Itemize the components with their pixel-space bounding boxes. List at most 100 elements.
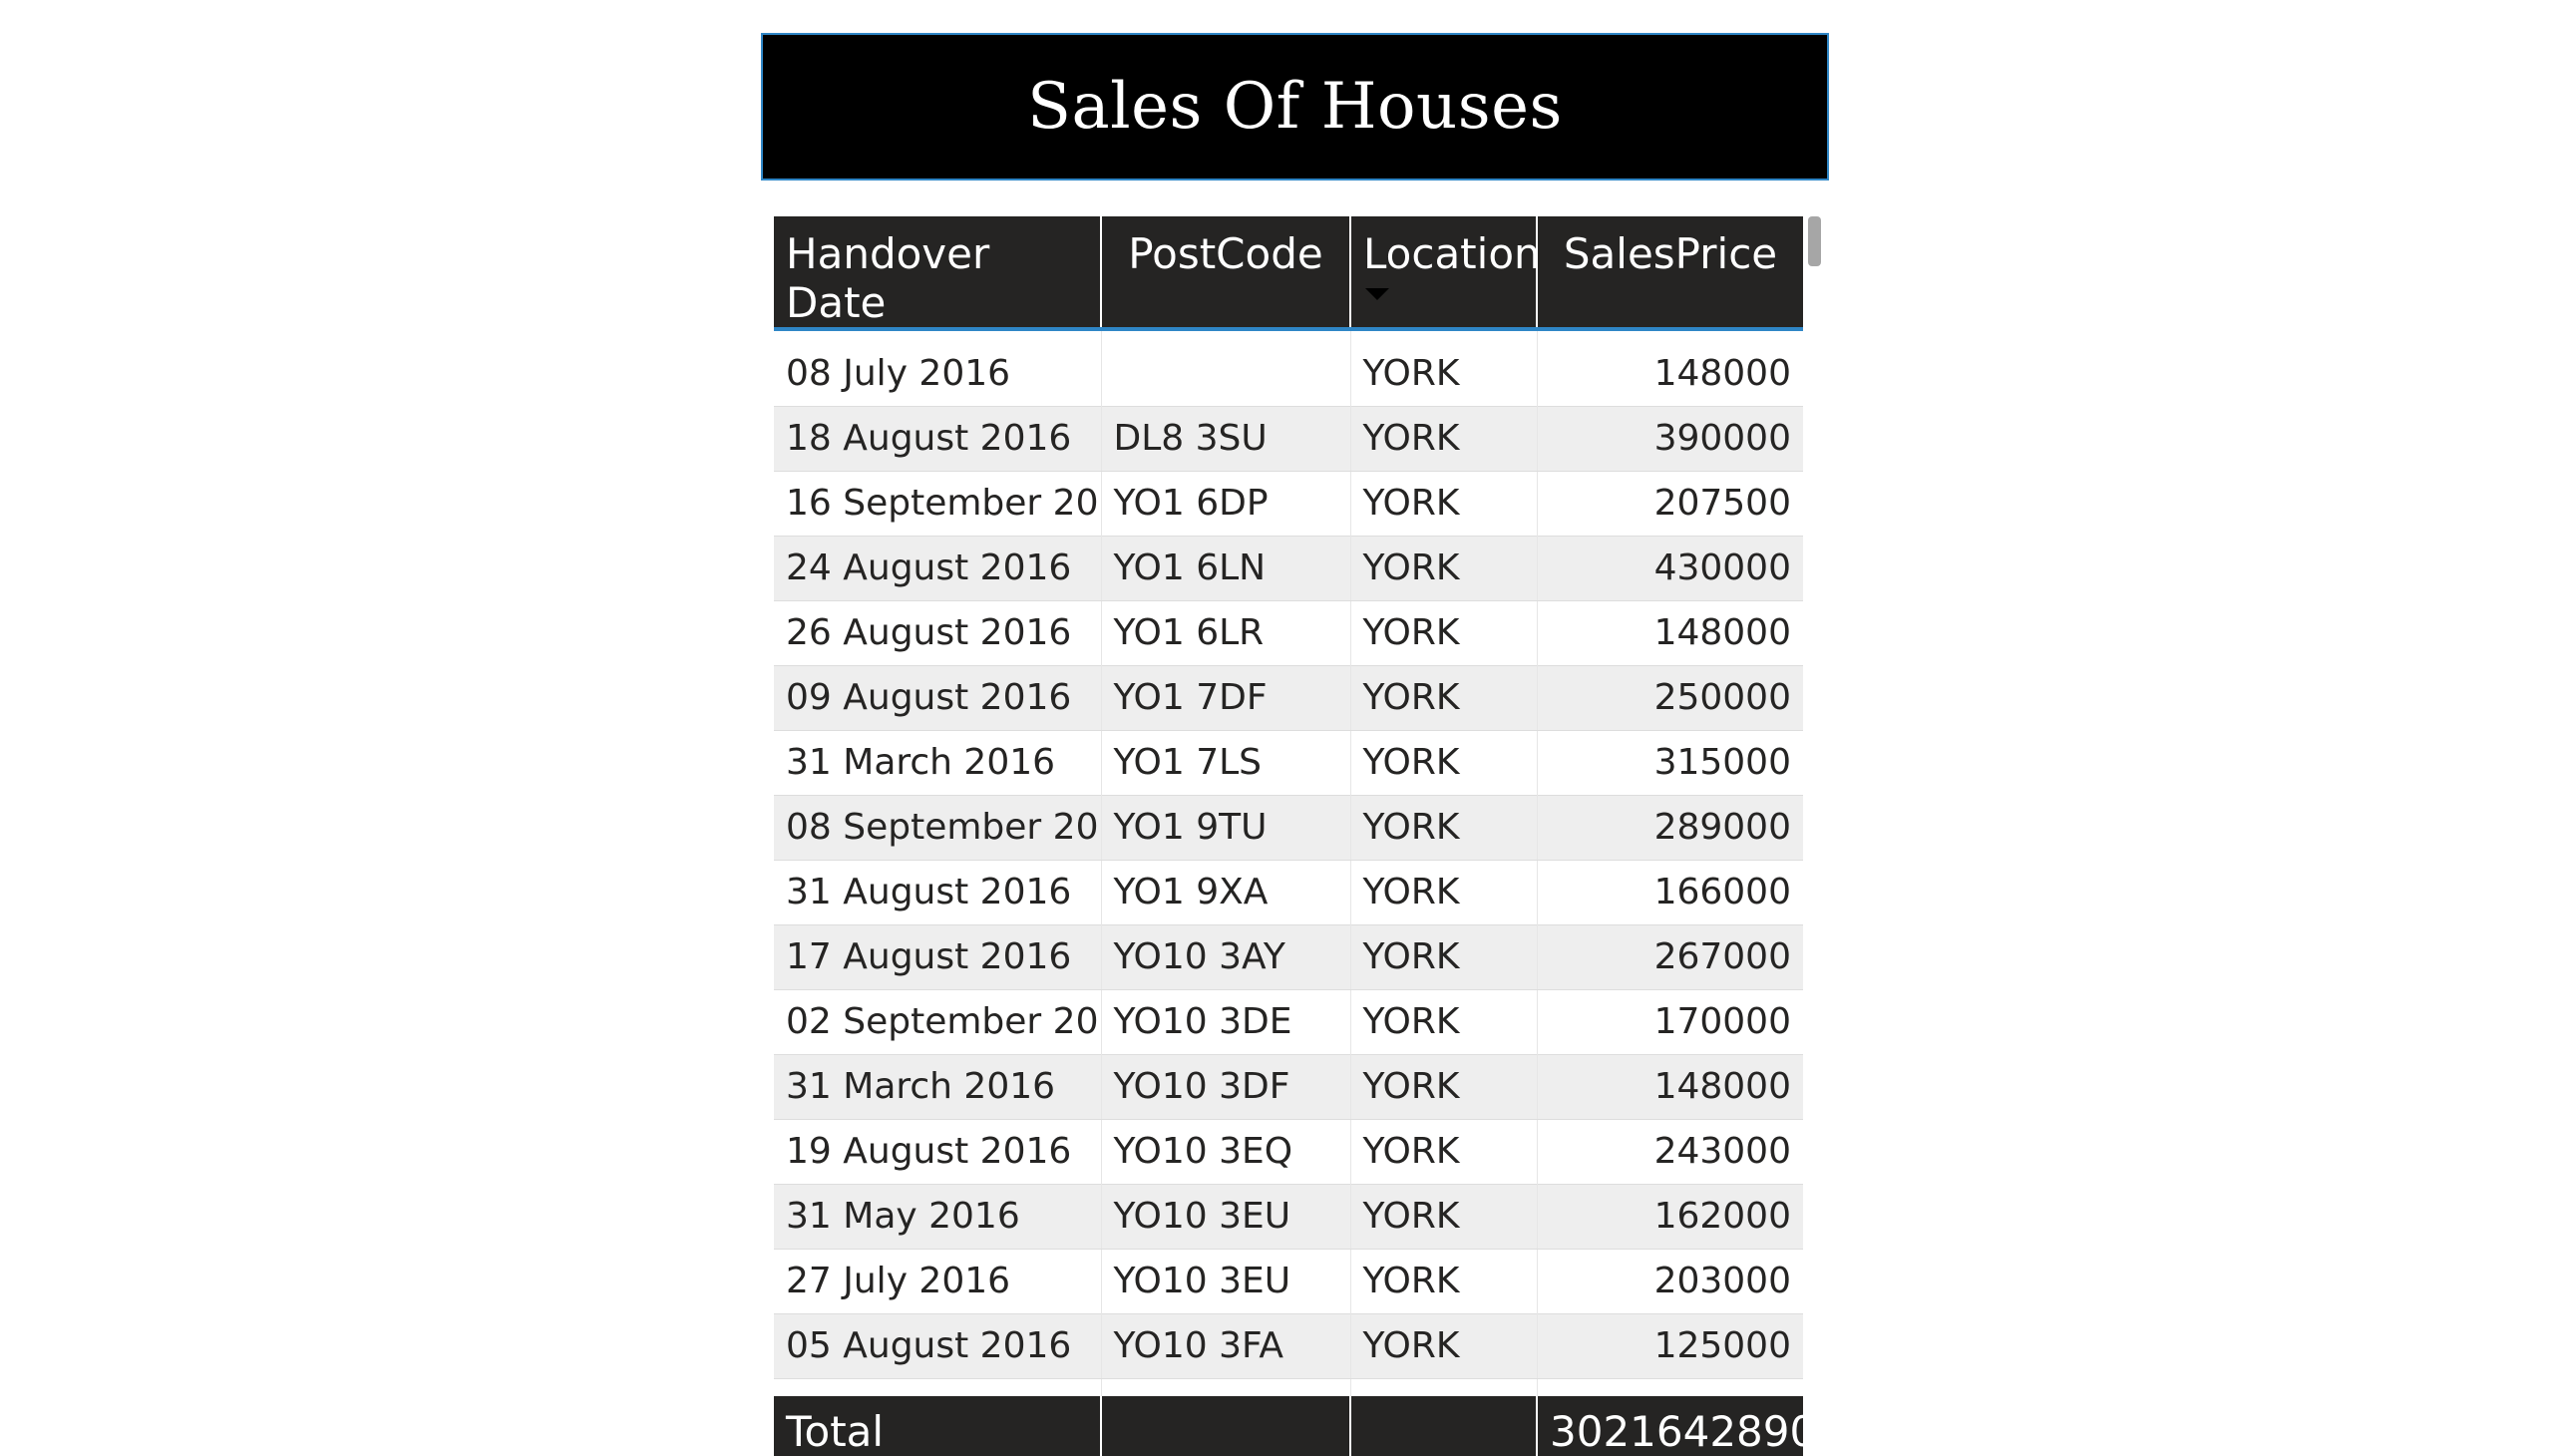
report-title-box: Sales Of Houses [761, 33, 1829, 181]
cell-postcode: YO1 7DF [1101, 664, 1351, 731]
cell-postcode: YO10 3FA [1101, 1312, 1351, 1379]
cell-handover-date: 26 August 2016 [774, 600, 1102, 665]
cell-handover-date: 31 March 2016 [774, 730, 1102, 795]
total-cell-empty [1350, 1396, 1538, 1456]
cell-location: YORK [1350, 923, 1538, 990]
cell-location: YORK [1350, 341, 1538, 406]
table-header-row: Handover Date PostCode Location SalesPri… [774, 216, 1803, 331]
cell-salesprice: 203000 [1537, 1249, 1803, 1313]
total-value: 30216428907 [1537, 1396, 1821, 1456]
cell-postcode: YO10 3EU [1101, 1183, 1351, 1250]
table-row[interactable]: 31 May 2016 YO10 3EU YORK 162000 [774, 1183, 1803, 1250]
cell-handover-date: 09 August 2016 [774, 664, 1102, 731]
cell-handover-date: 16 September 2016 [774, 471, 1102, 536]
cell-handover-date: 31 March 2016 [774, 1053, 1102, 1120]
column-header-postcode[interactable]: PostCode [1101, 216, 1351, 331]
sales-table: Handover Date PostCode Location SalesPri… [774, 216, 1821, 1456]
column-header-handover-date[interactable]: Handover Date [774, 216, 1102, 331]
cell-salesprice: 148000 [1537, 1053, 1803, 1120]
cell-salesprice: 267000 [1537, 923, 1803, 990]
cell-handover-date: 08 July 2016 [774, 341, 1102, 406]
cell-handover-date: 31 August 2016 [774, 860, 1102, 924]
report-title: Sales Of Houses [1027, 70, 1563, 144]
cell-postcode: YO1 9XA [1101, 860, 1351, 924]
cell-salesprice: 289000 [1537, 794, 1803, 861]
cell-handover-date: 18 August 2016 [774, 405, 1102, 472]
cell-postcode: YO1 7LS [1101, 730, 1351, 795]
cell-location: YORK [1350, 860, 1538, 924]
cell-salesprice: 170000 [1537, 989, 1803, 1054]
cell-location: YORK [1350, 1312, 1538, 1379]
total-label: Total [774, 1396, 1102, 1456]
cell-location: YORK [1350, 730, 1538, 795]
cell-postcode: YO10 3EQ [1101, 1119, 1351, 1184]
cell-postcode: YO10 3AY [1101, 923, 1351, 990]
table-row[interactable]: 09 August 2016 YO1 7DF YORK 250000 [774, 664, 1803, 731]
table-row[interactable]: 05 August 2016 YO10 3FA YORK 125000 [774, 1312, 1803, 1379]
cell-location: YORK [1350, 664, 1538, 731]
table-row[interactable]: 18 August 2016 DL8 3SU YORK 390000 [774, 405, 1803, 472]
cell-salesprice: 430000 [1537, 535, 1803, 601]
cell-handover-date: 24 August 2016 [774, 535, 1102, 601]
table-total-row: Total 30216428907 [774, 1396, 1821, 1456]
cell-location: YORK [1350, 600, 1538, 665]
table-body: 08 July 2016 YORK 148000 18 August 2016 DL8 … [774, 329, 1803, 1379]
table-row[interactable]: 08 July 2016 YORK 148000 [774, 341, 1803, 406]
cell-salesprice: 166000 [1537, 860, 1803, 924]
cell-salesprice: 250000 [1537, 664, 1803, 731]
table-row[interactable]: 26 August 2016 YO1 6LR YORK 148000 [774, 600, 1803, 665]
cell-postcode: YO10 3DF [1101, 1053, 1351, 1120]
cell-handover-date: 27 July 2016 [774, 1249, 1102, 1313]
cell-salesprice: 243000 [1537, 1119, 1803, 1184]
cell-salesprice: 207500 [1537, 471, 1803, 536]
table-body-spacer [774, 329, 1803, 341]
total-cell-empty [1101, 1396, 1351, 1456]
cell-handover-date: 02 September 2016 [774, 989, 1102, 1054]
cell-salesprice: 148000 [1537, 341, 1803, 406]
column-header-location[interactable]: Location [1350, 216, 1541, 331]
cell-postcode: YO1 6LR [1101, 600, 1351, 665]
column-header-location-label: Location [1363, 229, 1541, 278]
cell-location: YORK [1350, 1249, 1538, 1313]
cell-postcode: YO1 6LN [1101, 535, 1351, 601]
column-header-salesprice[interactable]: SalesPrice [1537, 216, 1803, 331]
vertical-scrollbar[interactable] [1808, 216, 1821, 266]
sort-descending-icon[interactable] [1365, 288, 1389, 300]
table-row[interactable]: 19 August 2016 YO10 3EQ YORK 243000 [774, 1119, 1803, 1184]
table-row[interactable]: 17 August 2016 YO10 3AY YORK 267000 [774, 923, 1803, 990]
table-row-partial [774, 1378, 1803, 1396]
cell-salesprice: 125000 [1537, 1312, 1803, 1379]
cell-handover-date: 08 September 2016 [774, 794, 1102, 861]
cell-salesprice: 390000 [1537, 405, 1803, 472]
cell-location: YORK [1350, 1119, 1538, 1184]
sales-table-visual[interactable]: Handover Date PostCode Location SalesPri… [774, 216, 1821, 1456]
cell-salesprice: 148000 [1537, 600, 1803, 665]
cell-handover-date: 17 August 2016 [774, 923, 1102, 990]
cell-location: YORK [1350, 535, 1538, 601]
cell-location: YORK [1350, 794, 1538, 861]
table-row[interactable]: 27 July 2016 YO10 3EU YORK 203000 [774, 1249, 1803, 1313]
cell-location: YORK [1350, 1183, 1538, 1250]
cell-postcode: YO1 6DP [1101, 471, 1351, 536]
cell-handover-date: 31 May 2016 [774, 1183, 1102, 1250]
table-row[interactable]: 24 August 2016 YO1 6LN YORK 430000 [774, 535, 1803, 601]
cell-handover-date: 19 August 2016 [774, 1119, 1102, 1184]
table-row[interactable]: 31 August 2016 YO1 9XA YORK 166000 [774, 860, 1803, 924]
table-row[interactable]: 31 March 2016 YO1 7LS YORK 315000 [774, 730, 1803, 795]
cell-location: YORK [1350, 1053, 1538, 1120]
cell-salesprice: 315000 [1537, 730, 1803, 795]
table-body-tail [774, 1378, 1803, 1396]
cell-location: YORK [1350, 471, 1538, 536]
cell-handover-date: 05 August 2016 [774, 1312, 1102, 1379]
cell-location: YORK [1350, 989, 1538, 1054]
cell-location: YORK [1350, 405, 1538, 472]
cell-postcode: YO1 9TU [1101, 794, 1351, 861]
table-row[interactable]: 31 March 2016 YO10 3DF YORK 148000 [774, 1053, 1803, 1120]
cell-postcode: YO10 3EU [1101, 1249, 1351, 1313]
cell-postcode [1101, 341, 1351, 406]
cell-salesprice: 162000 [1537, 1183, 1803, 1250]
cell-postcode: YO10 3DE [1101, 989, 1351, 1054]
